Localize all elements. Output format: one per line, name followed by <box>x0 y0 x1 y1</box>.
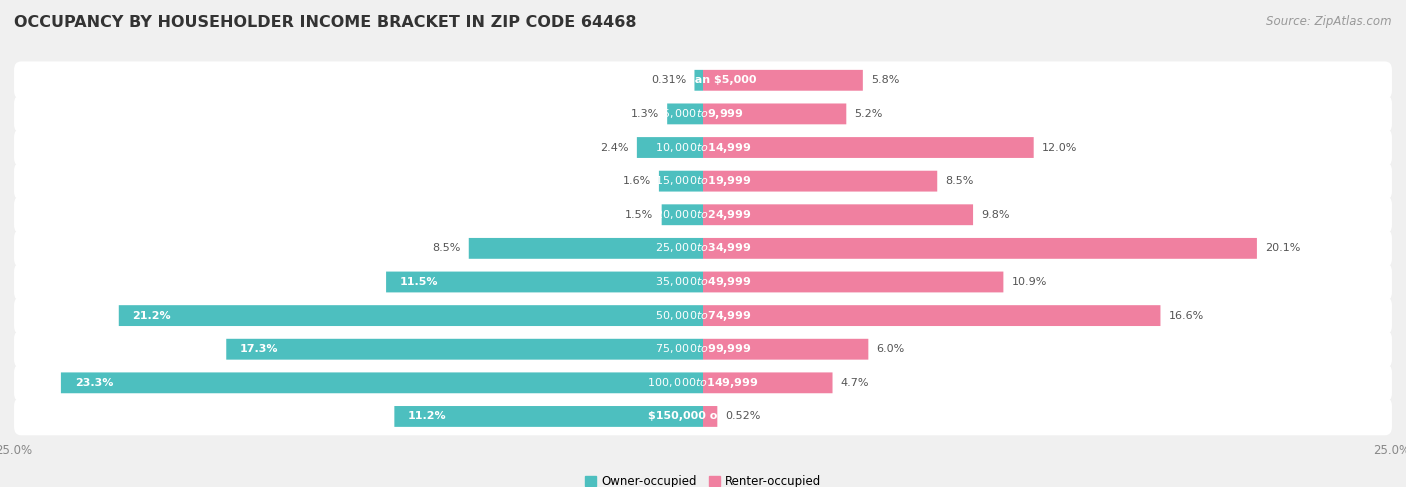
Text: 1.6%: 1.6% <box>623 176 651 186</box>
FancyBboxPatch shape <box>703 103 846 124</box>
Text: 11.2%: 11.2% <box>408 412 447 421</box>
Text: 16.6%: 16.6% <box>1168 311 1204 320</box>
FancyBboxPatch shape <box>14 364 1392 402</box>
Text: Less than $5,000: Less than $5,000 <box>650 75 756 85</box>
Text: 23.3%: 23.3% <box>75 378 112 388</box>
Legend: Owner-occupied, Renter-occupied: Owner-occupied, Renter-occupied <box>579 471 827 487</box>
FancyBboxPatch shape <box>226 339 703 359</box>
Text: 9.8%: 9.8% <box>981 210 1010 220</box>
Text: 6.0%: 6.0% <box>876 344 905 354</box>
FancyBboxPatch shape <box>14 330 1392 368</box>
FancyBboxPatch shape <box>703 272 1004 292</box>
Text: $10,000 to $14,999: $10,000 to $14,999 <box>655 141 751 154</box>
FancyBboxPatch shape <box>662 205 703 225</box>
FancyBboxPatch shape <box>703 137 1033 158</box>
Text: 4.7%: 4.7% <box>841 378 869 388</box>
Text: $50,000 to $74,999: $50,000 to $74,999 <box>655 309 751 322</box>
FancyBboxPatch shape <box>387 272 703 292</box>
FancyBboxPatch shape <box>14 397 1392 435</box>
FancyBboxPatch shape <box>703 205 973 225</box>
Text: $25,000 to $34,999: $25,000 to $34,999 <box>655 242 751 255</box>
FancyBboxPatch shape <box>14 129 1392 167</box>
FancyBboxPatch shape <box>14 196 1392 234</box>
Text: $100,000 to $149,999: $100,000 to $149,999 <box>647 376 759 390</box>
Text: 8.5%: 8.5% <box>945 176 974 186</box>
Text: $75,000 to $99,999: $75,000 to $99,999 <box>655 342 751 356</box>
Text: 1.3%: 1.3% <box>631 109 659 119</box>
FancyBboxPatch shape <box>14 61 1392 99</box>
Text: 21.2%: 21.2% <box>132 311 172 320</box>
Text: $20,000 to $24,999: $20,000 to $24,999 <box>655 208 751 222</box>
FancyBboxPatch shape <box>703 70 863 91</box>
Text: 2.4%: 2.4% <box>600 143 628 152</box>
FancyBboxPatch shape <box>14 263 1392 301</box>
Text: 10.9%: 10.9% <box>1012 277 1047 287</box>
Text: 12.0%: 12.0% <box>1042 143 1077 152</box>
FancyBboxPatch shape <box>468 238 703 259</box>
FancyBboxPatch shape <box>703 339 869 359</box>
FancyBboxPatch shape <box>659 171 703 191</box>
FancyBboxPatch shape <box>14 95 1392 133</box>
FancyBboxPatch shape <box>60 373 703 393</box>
FancyBboxPatch shape <box>14 297 1392 335</box>
FancyBboxPatch shape <box>118 305 703 326</box>
FancyBboxPatch shape <box>14 229 1392 267</box>
Text: $5,000 to $9,999: $5,000 to $9,999 <box>662 107 744 121</box>
Text: $150,000 or more: $150,000 or more <box>648 412 758 421</box>
FancyBboxPatch shape <box>703 373 832 393</box>
Text: 20.1%: 20.1% <box>1265 244 1301 253</box>
Text: 5.2%: 5.2% <box>855 109 883 119</box>
Text: Source: ZipAtlas.com: Source: ZipAtlas.com <box>1267 15 1392 28</box>
Text: 0.52%: 0.52% <box>725 412 761 421</box>
FancyBboxPatch shape <box>703 171 938 191</box>
Text: 0.31%: 0.31% <box>651 75 686 85</box>
FancyBboxPatch shape <box>394 406 703 427</box>
Text: 1.5%: 1.5% <box>626 210 654 220</box>
Text: OCCUPANCY BY HOUSEHOLDER INCOME BRACKET IN ZIP CODE 64468: OCCUPANCY BY HOUSEHOLDER INCOME BRACKET … <box>14 15 637 30</box>
Text: 17.3%: 17.3% <box>240 344 278 354</box>
FancyBboxPatch shape <box>703 238 1257 259</box>
FancyBboxPatch shape <box>14 162 1392 200</box>
Text: 11.5%: 11.5% <box>399 277 439 287</box>
FancyBboxPatch shape <box>703 406 717 427</box>
Text: 8.5%: 8.5% <box>432 244 461 253</box>
FancyBboxPatch shape <box>637 137 703 158</box>
FancyBboxPatch shape <box>695 70 703 91</box>
Text: 5.8%: 5.8% <box>872 75 900 85</box>
Text: $35,000 to $49,999: $35,000 to $49,999 <box>655 275 751 289</box>
FancyBboxPatch shape <box>668 103 703 124</box>
FancyBboxPatch shape <box>703 305 1160 326</box>
Text: $15,000 to $19,999: $15,000 to $19,999 <box>655 174 751 188</box>
